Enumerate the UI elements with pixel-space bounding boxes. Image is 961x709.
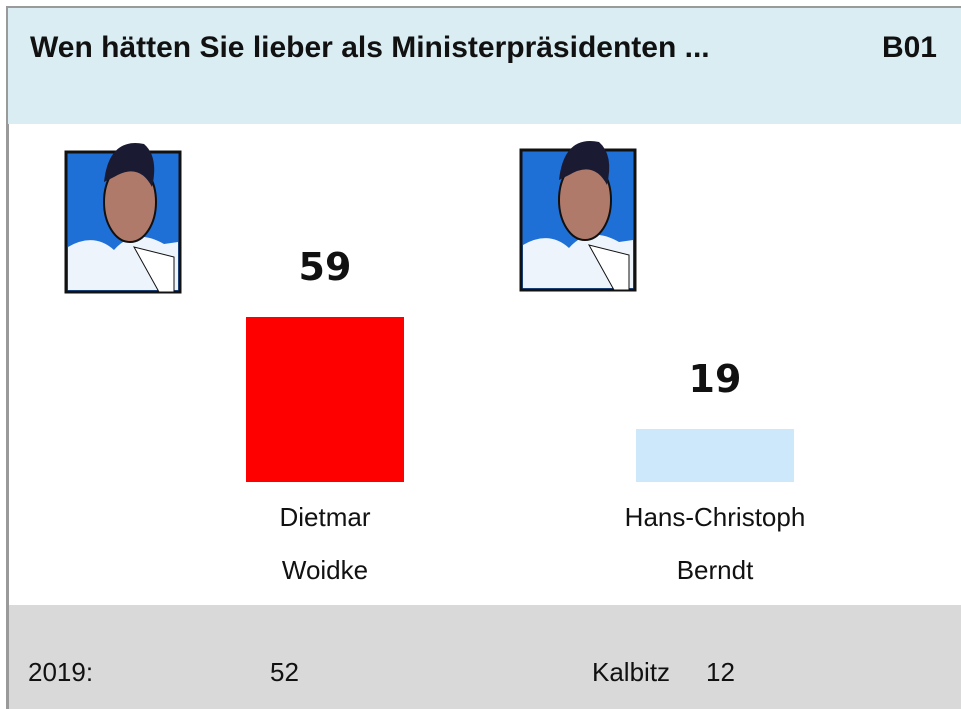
chart-title: Wen hätten Sie lieber als Ministerpräsid…: [30, 31, 710, 64]
portrait: [64, 143, 182, 294]
value-label: 59: [298, 244, 352, 289]
x-tick-label: Dietmar Woidke: [279, 502, 371, 585]
comparison-label: 2019:: [28, 657, 94, 687]
portrait: [519, 141, 637, 292]
comparison-name: Kalbitz: [592, 657, 671, 687]
comparison-value: 52: [270, 657, 299, 687]
comparison-value: 12: [706, 657, 735, 687]
x-tick-label: Hans-Christoph Berndt: [624, 502, 806, 585]
bar: [636, 428, 794, 482]
bar: [246, 316, 404, 482]
footer: [9, 605, 961, 709]
value-label: 19: [688, 356, 742, 401]
chart-code: B01: [881, 31, 937, 64]
header: [8, 6, 961, 124]
border: [6, 6, 9, 709]
